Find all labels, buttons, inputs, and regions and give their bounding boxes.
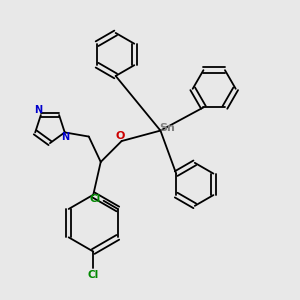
Text: Cl: Cl <box>88 269 99 280</box>
Text: O: O <box>116 131 125 141</box>
Text: N: N <box>61 133 70 142</box>
Text: Cl: Cl <box>90 194 101 204</box>
Text: N: N <box>34 105 43 115</box>
Text: Sn: Sn <box>159 123 175 133</box>
